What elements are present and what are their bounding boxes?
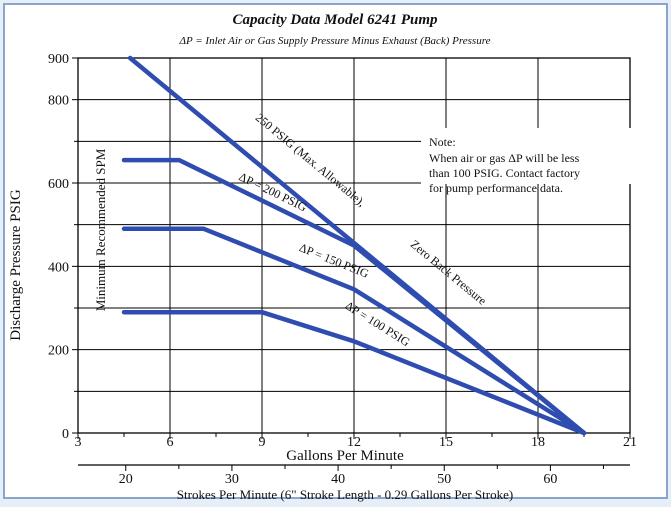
x2-tick-label: 50	[437, 472, 451, 487]
note-line: When air or gas ΔP will be less	[429, 151, 580, 165]
x-tick-label: 12	[347, 435, 361, 450]
x2-tick-label: 20	[119, 472, 133, 487]
x-tick-label: 18	[531, 435, 545, 450]
y-axis-label: Discharge Pressure PSIG	[8, 189, 24, 341]
note-background	[421, 128, 633, 184]
chart-subtitle: ΔP = Inlet Air or Gas Supply Pressure Mi…	[179, 35, 491, 47]
minimum-recommended-spm-label: Minimum Recommended SPM	[93, 148, 108, 311]
x2-axis-label: Strokes Per Minute (6" Stroke Length - 0…	[177, 487, 513, 502]
y-tick-label: 400	[48, 260, 69, 275]
note-line: for pump performance data.	[429, 181, 563, 195]
note-line: than 100 PSIG. Contact factory	[429, 166, 580, 180]
x-tick-label: 3	[75, 435, 82, 450]
x2-tick-label: 30	[225, 472, 239, 487]
y-tick-label: 900	[48, 52, 69, 67]
x-tick-label: 9	[259, 435, 266, 450]
chart-title: Capacity Data Model 6241 Pump	[233, 12, 438, 28]
y-tick-label: 200	[48, 344, 69, 359]
y-tick-label: 0	[62, 427, 69, 442]
y-tick-label: 600	[48, 177, 69, 192]
x-tick-label: 6	[167, 435, 174, 450]
note-title: Note:	[429, 135, 456, 149]
y-tick-label: 800	[48, 94, 69, 109]
axes: 3 6 9 12 15 18 21 0 200 400 600 800 900 20 30 40 50 60	[48, 52, 637, 487]
x-tick-label: 15	[439, 435, 453, 450]
x2-tick-label: 60	[543, 472, 557, 487]
series-line	[121, 157, 587, 436]
series-lines	[121, 55, 587, 436]
series-line	[121, 226, 587, 436]
x-axis-label: Gallons Per Minute	[286, 448, 404, 464]
x2-tick-label: 40	[331, 472, 345, 487]
series-line	[121, 309, 587, 436]
x-tick-label: 21	[623, 435, 637, 450]
